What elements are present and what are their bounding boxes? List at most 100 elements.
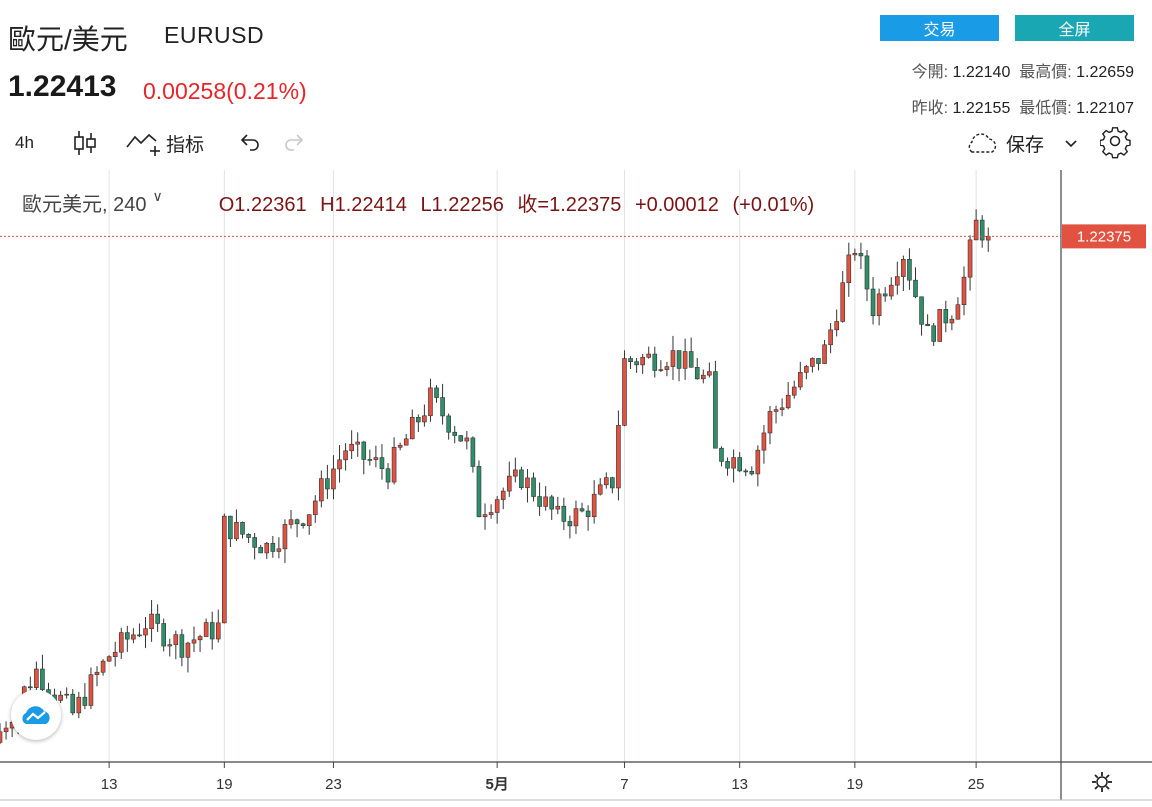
candle-body: [476, 466, 482, 518]
candle: [488, 504, 494, 519]
candle: [525, 468, 530, 503]
candle-body: [785, 394, 791, 409]
candle: [531, 472, 536, 502]
save-button[interactable]: 保存: [964, 128, 1044, 158]
candle-body: [458, 435, 464, 442]
candle: [888, 277, 894, 300]
candle: [234, 509, 239, 542]
candlestick-icon[interactable]: [72, 128, 98, 158]
candle: [761, 425, 767, 464]
indicators-button[interactable]: 指标: [126, 128, 204, 158]
candle: [155, 604, 160, 632]
candle-body: [943, 309, 949, 324]
candle: [100, 659, 106, 676]
candle-body: [506, 475, 512, 492]
stats-row-close-low: 昨收: 1.22155 最低價: 1.22107: [912, 94, 1134, 118]
candle: [901, 255, 906, 292]
settings-gear-icon[interactable]: [1100, 127, 1132, 159]
candle: [797, 361, 803, 391]
candle: [464, 430, 470, 450]
candle-body: [470, 437, 476, 467]
undo-icon[interactable]: [238, 128, 262, 158]
prev-close-value: 1.22155: [952, 100, 1011, 117]
candle-body: [852, 252, 858, 256]
candle: [494, 496, 500, 524]
candle: [646, 346, 652, 359]
candle: [676, 350, 682, 382]
candle-body: [391, 446, 397, 483]
candle-body: [337, 459, 342, 470]
candle-body: [961, 276, 967, 305]
open-value: 1.22140: [952, 64, 1011, 81]
candle-body: [549, 496, 555, 510]
candle-body: [967, 239, 973, 278]
candle: [688, 337, 694, 368]
price-chart[interactable]: 1.22375 13 19 23 5月 7 13 19 25: [0, 170, 1152, 807]
candle: [767, 406, 773, 445]
candle-body: [791, 386, 797, 396]
tradingview-logo-button[interactable]: [11, 690, 61, 740]
candle-body: [646, 353, 652, 358]
candle: [622, 350, 627, 427]
candle: [385, 463, 391, 490]
candle: [319, 470, 324, 508]
candle: [240, 521, 245, 539]
candle-body: [846, 254, 852, 284]
candle-body: [385, 468, 391, 483]
candle-body: [118, 632, 124, 653]
legend-chevron-icon[interactable]: ∨: [152, 188, 163, 204]
candle: [925, 314, 930, 327]
stats-row-open-high: 今開: 1.22140 最高價: 1.22659: [912, 58, 1134, 82]
candle: [640, 353, 645, 374]
candle: [985, 227, 991, 252]
candle: [973, 209, 979, 241]
axis-settings-icon[interactable]: [1090, 770, 1114, 799]
candle-body: [494, 499, 500, 513]
save-menu-chevron-icon[interactable]: [1064, 128, 1078, 158]
candle: [670, 335, 676, 380]
fullscreen-button[interactable]: 全屏: [1015, 15, 1134, 41]
candle-body: [294, 519, 300, 525]
candle-body: [688, 351, 694, 368]
candle: [931, 322, 936, 346]
candle: [403, 434, 409, 446]
last-price: 1.22413: [8, 70, 117, 103]
candle: [482, 503, 488, 530]
candle-body: [579, 508, 585, 512]
candle: [561, 497, 567, 531]
candle: [506, 461, 512, 497]
candle: [513, 457, 518, 483]
prev-close-label: 昨收:: [911, 100, 949, 117]
candle-body: [822, 344, 827, 364]
candle: [658, 360, 664, 373]
candle: [591, 480, 597, 524]
candle-body: [658, 369, 664, 371]
redo-icon[interactable]: [282, 128, 306, 158]
high-value: 1.22659: [1076, 64, 1134, 81]
candle: [416, 414, 421, 432]
candle-body: [349, 443, 354, 452]
candle: [555, 496, 561, 515]
candle: [409, 409, 415, 440]
candle-body: [464, 437, 470, 442]
candle-body: [379, 457, 385, 470]
candle-body: [804, 366, 809, 373]
candle-body: [567, 521, 573, 527]
candle-body: [416, 417, 421, 423]
interval-selector[interactable]: 4h: [15, 133, 34, 152]
candle-body: [779, 407, 785, 410]
legend-series-name[interactable]: 歐元美元, 240: [22, 194, 147, 216]
candle: [707, 362, 712, 378]
candle-body: [397, 444, 403, 448]
candle-body: [131, 634, 136, 640]
candle: [682, 338, 688, 380]
candle: [567, 515, 573, 539]
candle-body: [840, 282, 846, 322]
candle-body: [907, 258, 912, 281]
price-change: 0.00258(0.21%): [143, 78, 307, 104]
grid-lines: [108, 170, 977, 762]
candle-body: [252, 537, 257, 548]
candle-body: [743, 470, 749, 473]
trade-button[interactable]: 交易: [880, 15, 999, 41]
candle: [325, 464, 330, 500]
